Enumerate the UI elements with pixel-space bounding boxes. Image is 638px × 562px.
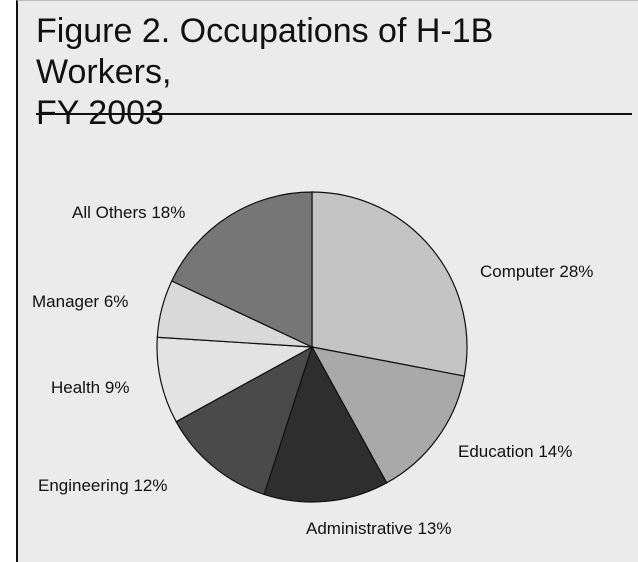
slice-label-administrative: Administrative 13% bbox=[306, 519, 452, 538]
slice-label-engineering: Engineering 12% bbox=[38, 476, 167, 495]
slice-label-education: Education 14% bbox=[458, 442, 572, 461]
pie-labels: Computer 28% Education 14% Administrative … bbox=[32, 203, 593, 538]
pie-slice-health bbox=[156, 336, 315, 423]
title-divider bbox=[36, 113, 632, 115]
slice-label-all-others: All Others 18% bbox=[72, 203, 185, 222]
pie-slice-engineering bbox=[175, 345, 314, 496]
pie-slice-all-others bbox=[170, 191, 313, 348]
slice-label-manager: Manager 6% bbox=[32, 292, 128, 311]
pie-slice-administrative bbox=[263, 345, 388, 503]
pie-slice-education bbox=[310, 346, 465, 484]
slice-label-computer: Computer 28% bbox=[480, 262, 593, 281]
pie-slices bbox=[156, 191, 468, 503]
slice-label-health: Health 9% bbox=[51, 378, 129, 397]
pie-slice-computer bbox=[311, 191, 468, 377]
